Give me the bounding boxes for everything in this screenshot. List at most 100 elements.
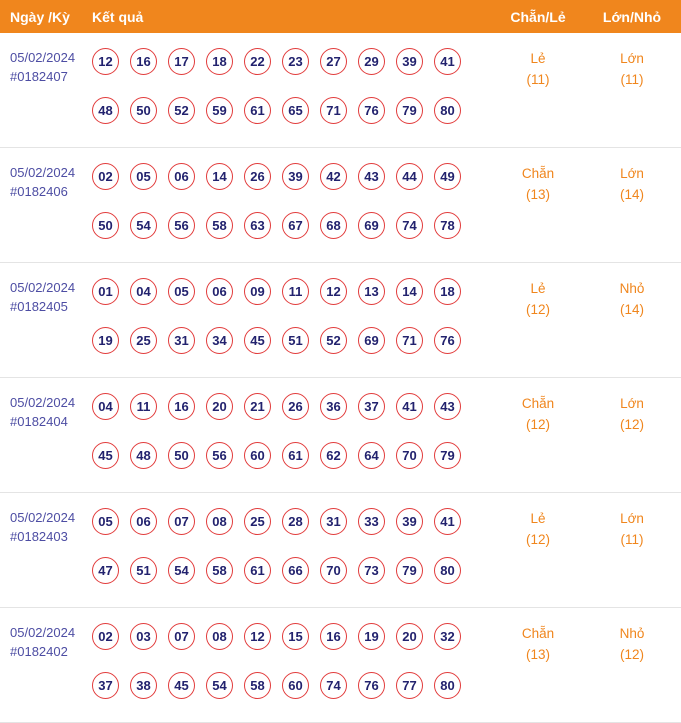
numbers-line-1: 02 05 06 14 26 39 42 43 44 49 bbox=[92, 163, 493, 190]
number-ball: 05 bbox=[130, 163, 157, 190]
number-ball: 45 bbox=[244, 327, 271, 354]
number-ball: 66 bbox=[282, 557, 309, 584]
header-big-small: Lớn/Nhỏ bbox=[602, 8, 662, 25]
big-small-value: Nhỏ bbox=[619, 626, 645, 641]
number-ball: 04 bbox=[92, 393, 119, 420]
number-ball: 11 bbox=[282, 278, 309, 305]
draw-period: #0182407 bbox=[10, 69, 68, 84]
big-small-stat: Lớn (12) bbox=[583, 393, 681, 435]
table-body: 05/02/2024 #0182407 12 16 17 18 22 23 27 29 39 41… bbox=[0, 33, 681, 723]
number-ball: 80 bbox=[434, 672, 461, 699]
number-ball: 61 bbox=[244, 557, 271, 584]
draw-period: #0182406 bbox=[10, 184, 68, 199]
result-cell: 05 06 07 08 25 28 31 33 39 41 47 51 54 58 61 66 70 73 79 8… bbox=[92, 508, 493, 584]
number-ball: 37 bbox=[358, 393, 385, 420]
even-odd-cell: Chẵn (13) bbox=[493, 163, 583, 239]
date-period-cell: 05/02/2024 #0182405 bbox=[0, 278, 92, 354]
number-ball: 74 bbox=[320, 672, 347, 699]
number-ball: 28 bbox=[282, 508, 309, 535]
big-small-cell: Nhỏ (14) bbox=[583, 278, 681, 354]
number-ball: 15 bbox=[282, 623, 309, 650]
number-ball: 18 bbox=[434, 278, 461, 305]
even-odd-cell: Chẵn (13) bbox=[493, 623, 583, 699]
draw-date: 05/02/2024 bbox=[10, 625, 76, 640]
date-period-block: 05/02/2024 #0182403 bbox=[10, 508, 92, 546]
even-odd-stat: Chẵn (13) bbox=[493, 623, 583, 665]
number-ball: 48 bbox=[130, 442, 157, 469]
date-period-cell: 05/02/2024 #0182404 bbox=[0, 393, 92, 469]
number-ball: 58 bbox=[244, 672, 271, 699]
number-ball: 51 bbox=[130, 557, 157, 584]
number-ball: 54 bbox=[206, 672, 233, 699]
numbers-line-1: 05 06 07 08 25 28 31 33 39 41 bbox=[92, 508, 493, 535]
number-ball: 78 bbox=[434, 212, 461, 239]
number-ball: 70 bbox=[320, 557, 347, 584]
big-small-value: Lớn bbox=[620, 166, 644, 181]
number-ball: 54 bbox=[130, 212, 157, 239]
date-period-cell: 05/02/2024 #0182406 bbox=[0, 163, 92, 239]
numbers-line-2: 37 38 45 54 58 60 74 76 77 80 bbox=[92, 672, 493, 699]
big-small-count: (11) bbox=[620, 532, 644, 547]
number-ball: 42 bbox=[320, 163, 347, 190]
number-ball: 80 bbox=[434, 97, 461, 124]
big-small-value: Lớn bbox=[620, 51, 644, 66]
number-ball: 19 bbox=[358, 623, 385, 650]
number-ball: 13 bbox=[358, 278, 385, 305]
number-ball: 49 bbox=[434, 163, 461, 190]
big-small-stat: Nhỏ (14) bbox=[583, 278, 681, 320]
number-ball: 79 bbox=[434, 442, 461, 469]
number-ball: 34 bbox=[206, 327, 233, 354]
number-ball: 12 bbox=[92, 48, 119, 75]
draw-date: 05/02/2024 bbox=[10, 280, 76, 295]
result-row: 05/02/2024 #0182404 04 11 16 20 21 26 36 37 41 43… bbox=[0, 378, 681, 493]
number-ball: 14 bbox=[206, 163, 233, 190]
number-ball: 50 bbox=[92, 212, 119, 239]
numbers-line-2: 50 54 56 58 63 67 68 69 74 78 bbox=[92, 212, 493, 239]
number-ball: 02 bbox=[92, 623, 119, 650]
even-odd-stat: Chẵn (13) bbox=[493, 163, 583, 205]
draw-date: 05/02/2024 bbox=[10, 510, 76, 525]
number-ball: 16 bbox=[168, 393, 195, 420]
number-ball: 52 bbox=[168, 97, 195, 124]
number-ball: 05 bbox=[92, 508, 119, 535]
number-ball: 27 bbox=[320, 48, 347, 75]
even-odd-count: (13) bbox=[525, 647, 550, 662]
number-ball: 39 bbox=[282, 163, 309, 190]
number-ball: 69 bbox=[358, 327, 385, 354]
number-ball: 63 bbox=[244, 212, 271, 239]
big-small-count: (14) bbox=[619, 187, 644, 202]
number-ball: 73 bbox=[358, 557, 385, 584]
even-odd-cell: Lẻ (11) bbox=[493, 48, 583, 124]
big-small-stat: Nhỏ (12) bbox=[583, 623, 681, 665]
numbers-line-2: 47 51 54 58 61 66 70 73 79 80 bbox=[92, 557, 493, 584]
numbers-line-1: 02 03 07 08 12 15 16 19 20 32 bbox=[92, 623, 493, 650]
number-ball: 61 bbox=[244, 97, 271, 124]
number-ball: 11 bbox=[130, 393, 157, 420]
even-odd-value: Chẵn bbox=[521, 396, 555, 411]
number-ball: 67 bbox=[282, 212, 309, 239]
result-cell: 12 16 17 18 22 23 27 29 39 41 48 50 52 59 61 65 71 76 79 8… bbox=[92, 48, 493, 124]
number-ball: 01 bbox=[92, 278, 119, 305]
number-ball: 64 bbox=[358, 442, 385, 469]
big-small-stat: Lớn (11) bbox=[583, 48, 681, 90]
header-even-odd: Chẵn/Lẻ bbox=[510, 8, 566, 25]
even-odd-cell: Lẻ (12) bbox=[493, 278, 583, 354]
number-ball: 26 bbox=[282, 393, 309, 420]
result-cell: 04 11 16 20 21 26 36 37 41 43 45 48 50 56 60 61 62 64 70 7… bbox=[92, 393, 493, 469]
number-ball: 12 bbox=[320, 278, 347, 305]
number-ball: 18 bbox=[206, 48, 233, 75]
even-odd-count: (12) bbox=[525, 532, 550, 547]
number-ball: 76 bbox=[358, 672, 385, 699]
number-ball: 39 bbox=[396, 508, 423, 535]
number-ball: 68 bbox=[320, 212, 347, 239]
number-ball: 43 bbox=[358, 163, 385, 190]
number-ball: 80 bbox=[434, 557, 461, 584]
even-odd-stat: Lẻ (12) bbox=[493, 278, 583, 320]
number-ball: 48 bbox=[92, 97, 119, 124]
even-odd-count: (12) bbox=[525, 417, 550, 432]
number-ball: 23 bbox=[282, 48, 309, 75]
result-cell: 02 03 07 08 12 15 16 19 20 32 37 38 45 54 58 60 74 76 77 8… bbox=[92, 623, 493, 699]
result-row: 05/02/2024 #0182403 05 06 07 08 25 28 31 33 39 41… bbox=[0, 493, 681, 608]
number-ball: 41 bbox=[434, 508, 461, 535]
